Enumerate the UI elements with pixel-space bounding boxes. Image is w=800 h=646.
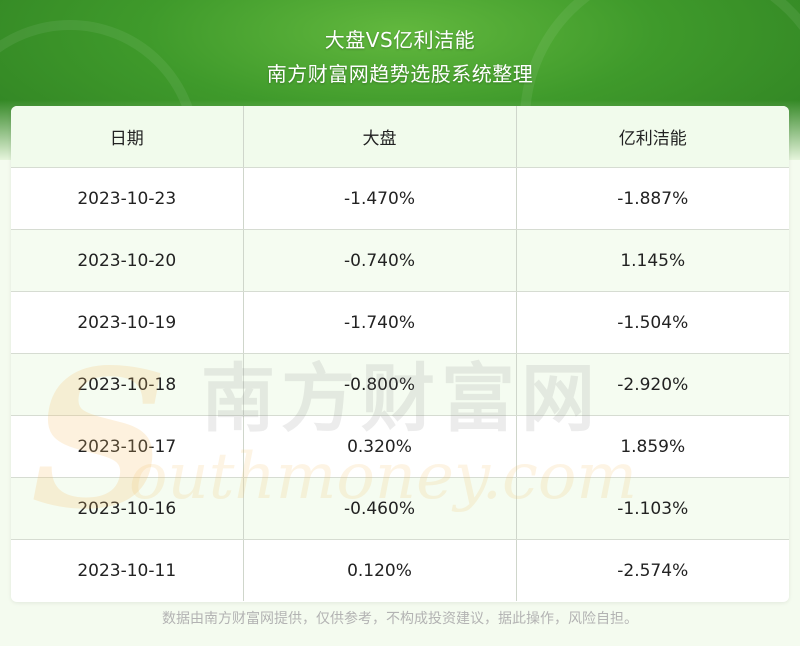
cell-stock: 1.859% [515,415,789,478]
cell-stock: 1.145% [515,229,789,292]
cell-date: 2023-10-18 [11,353,243,416]
cell-date: 2023-10-11 [77,560,177,581]
cell-stock: -2.920% [515,353,789,416]
table-row: 2023-10-16 -0.460% -1.103% [11,477,789,540]
table-row: 2023-10-20 -0.740% 1.145% [11,229,789,292]
table-row: 2023-10-17 0.320% 1.859% [11,415,789,478]
page-title: 大盘VS亿利洁能 [324,28,476,52]
comparison-table: 日期 大盘 亿利洁能 2023-10-23 -1.470% -1.887% 20… [11,106,789,601]
cell-market: -1.740% [242,291,516,354]
cell-date: 2023-10-16 [11,477,243,540]
table-row: 2023-10-23 -1.470% -1.887% [11,167,789,230]
cell-market: -0.460% [242,477,516,540]
cell-market: -1.470% [242,167,516,230]
table-row: 2023-10-19 -1.740% -1.504% [11,291,789,354]
banner-decoration [520,0,800,160]
table-row: 2023-10-18 -0.800% -2.920% [11,353,789,416]
footer-disclaimer: 数据由南方财富网提供，仅供参考，不构成投资建议，据此操作，风险自担。 [162,611,638,627]
cell-market: 0.120% [242,539,516,601]
cell-date: 2023-10-19 [11,291,243,354]
column-header-market: 大盘 [242,106,516,168]
cell-date: 2023-10-23 [11,167,243,230]
cell-date: 2023-10-17 [11,415,243,478]
column-header-stock: 亿利洁能 [515,106,789,168]
cell-stock: -1.887% [515,167,789,230]
cell-stock: -1.103% [515,477,789,540]
cell-market: 0.320% [242,415,516,478]
cell-market: -0.740% [242,229,516,292]
data-table-card: 日期 大盘 亿利洁能 2023-10-23 -1.470% -1.887% 20… [11,106,789,602]
page-subtitle: 南方财富网趋势选股系统整理 [266,62,534,86]
table-header-row: 日期 大盘 亿利洁能 [11,106,789,168]
column-header-date: 日期 [11,106,243,168]
cell-stock: -1.504% [515,291,789,354]
table-row: 2023-10-11 0.120% -2.574% [11,539,789,601]
cell-market: -0.800% [242,353,516,416]
cell-date: 2023-10-20 [11,229,243,292]
cell-stock: -2.574% [515,539,789,601]
